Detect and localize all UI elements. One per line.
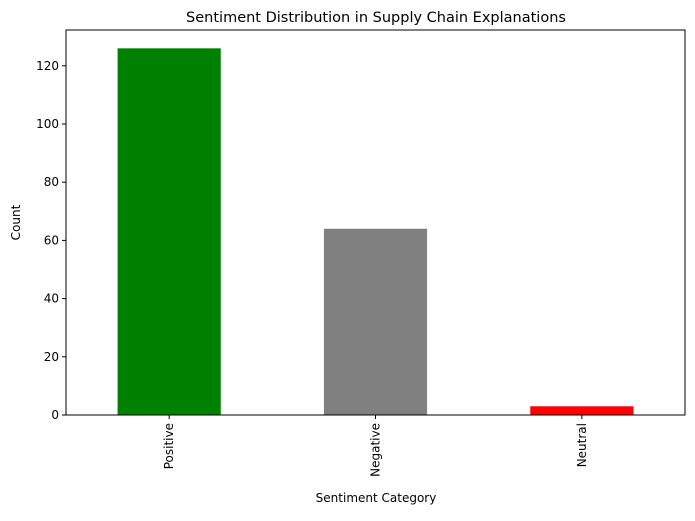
x-tick-label: Negative xyxy=(369,423,383,477)
y-tick-label: 20 xyxy=(44,350,59,364)
x-axis-label: Sentiment Category xyxy=(316,491,437,505)
y-tick-label: 100 xyxy=(36,117,59,131)
y-axis-label: Count xyxy=(9,204,23,240)
y-tick-label: 40 xyxy=(44,292,59,306)
y-tick-label: 80 xyxy=(44,175,59,189)
chart-title: Sentiment Distribution in Supply Chain E… xyxy=(186,10,566,26)
x-tick-label: Neutral xyxy=(575,423,589,467)
bars-layer xyxy=(117,48,634,415)
y-tick-label: 60 xyxy=(44,233,59,247)
x-axis-ticks: Positive Negative Neutral xyxy=(162,415,589,477)
y-axis-ticks: 0 20 40 60 80 100 120 xyxy=(36,59,66,422)
plot-frame xyxy=(65,29,686,416)
x-tick-label: Positive xyxy=(162,423,176,469)
y-tick-label: 0 xyxy=(51,408,59,422)
bar-neutral xyxy=(530,406,634,415)
bar-positive xyxy=(117,48,221,415)
y-tick-label: 120 xyxy=(36,59,59,73)
bar-negative xyxy=(323,228,428,415)
